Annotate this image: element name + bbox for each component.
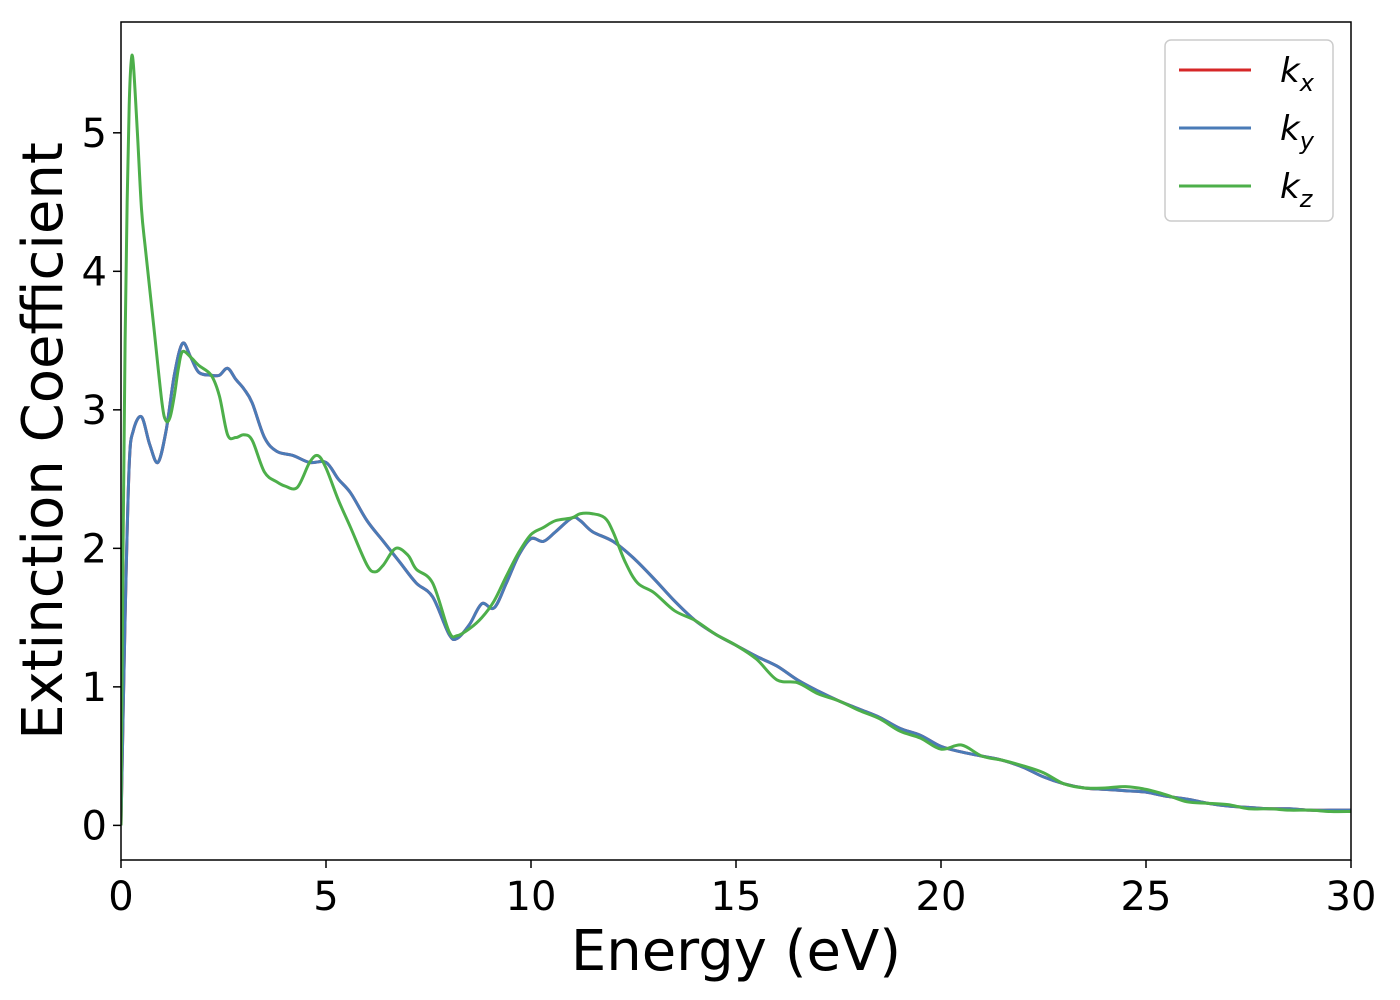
x-tick-label: 15 <box>711 874 762 920</box>
legend-box <box>1164 39 1334 222</box>
x-tick-label: 20 <box>916 874 967 920</box>
legend-entry-subscript: x <box>1299 69 1315 97</box>
series-line-kz <box>121 53 1351 826</box>
series-layer <box>121 53 1351 826</box>
legend-entry-name: k <box>1280 109 1301 149</box>
x-tick-label: 30 <box>1326 874 1377 920</box>
y-tick-label: 4 <box>82 249 107 295</box>
x-tick-label: 5 <box>313 874 338 920</box>
legend-entry-ky: ky <box>1280 109 1315 155</box>
legend-entry-kx: kx <box>1280 51 1315 97</box>
x-tick-label: 0 <box>108 874 133 920</box>
ticks-layer: 0 5 10 15 20 25 30 0 1 2 3 4 5 <box>82 111 1377 920</box>
y-tick-label: 5 <box>82 111 107 157</box>
y-tick-label: 2 <box>82 526 107 572</box>
legend-entry-name: k <box>1280 167 1301 207</box>
x-axis-label: Energy (eV) <box>571 919 901 984</box>
legend-entry-subscript: z <box>1299 185 1314 213</box>
y-tick-label: 0 <box>82 803 107 849</box>
x-tick-label: 25 <box>1121 874 1172 920</box>
y-tick-label: 1 <box>82 665 107 711</box>
x-tick-label: 10 <box>506 874 557 920</box>
legend-entry-name: k <box>1280 51 1301 91</box>
y-tick-label: 3 <box>82 388 107 434</box>
legend-entry-kz: kz <box>1280 167 1314 213</box>
y-axis-label: Extinction Coefficient <box>11 142 76 740</box>
legend-entry-subscript: y <box>1299 127 1315 155</box>
